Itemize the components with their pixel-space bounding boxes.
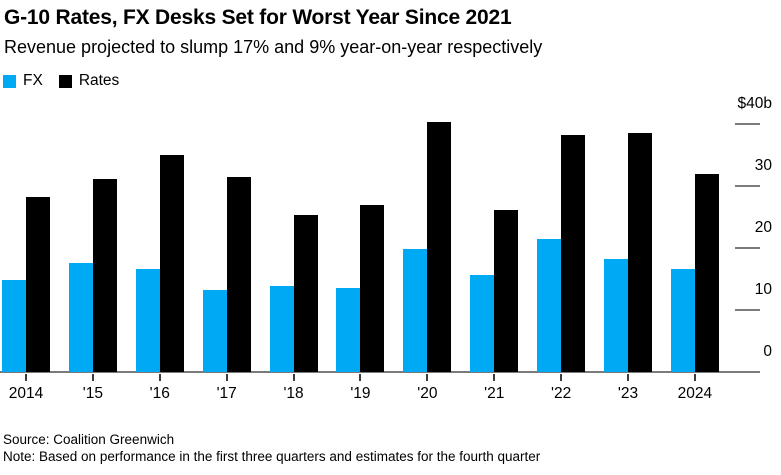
bar-fx-16 bbox=[135, 268, 160, 372]
y-axis-label: 30 bbox=[754, 157, 772, 174]
bar-group-17: '17 bbox=[202, 176, 251, 402]
x-axis-tick bbox=[25, 374, 27, 381]
bar-group-20: '20 bbox=[403, 122, 452, 402]
bar-group-16: '16 bbox=[135, 155, 184, 402]
bar-group-2024: 2024 bbox=[670, 174, 719, 402]
bar-rates-20 bbox=[427, 122, 452, 372]
x-axis-tick bbox=[158, 374, 161, 381]
chart-title: G-10 Rates, FX Desks Set for Worst Year … bbox=[4, 6, 512, 29]
x-axis-label: '17 bbox=[216, 385, 237, 402]
bar-rates-23 bbox=[628, 133, 653, 372]
x-axis-tick bbox=[693, 374, 696, 381]
y-axis-label: 20 bbox=[754, 219, 772, 236]
x-axis-label: '19 bbox=[350, 385, 371, 402]
x-axis-tick bbox=[426, 374, 429, 381]
bar-rates-19 bbox=[360, 204, 385, 372]
bar-rates-22 bbox=[561, 134, 586, 372]
bar-fx-20 bbox=[403, 249, 428, 372]
bar-rates-15 bbox=[92, 179, 117, 372]
bar-fx-18 bbox=[269, 286, 294, 372]
footer: Source: Coalition Greenwich Note: Based … bbox=[3, 432, 540, 465]
x-axis-tick bbox=[560, 374, 563, 381]
source-line: Source: Coalition Greenwich bbox=[3, 432, 175, 447]
legend-swatch-rates bbox=[58, 74, 72, 88]
note-line: Note: Based on performance in the first … bbox=[3, 448, 541, 464]
x-axis-label: '20 bbox=[417, 385, 438, 402]
plot-area: 2014 '15 '16 '17 '18 '19 '20 '21 '22 '23 2024 bbox=[2, 95, 719, 402]
x-axis-label: 2024 bbox=[677, 385, 713, 402]
bar-rates-2024 bbox=[694, 174, 719, 372]
y-axis-tick bbox=[735, 247, 760, 249]
x-axis-line bbox=[0, 371, 760, 373]
x-axis-label: 2014 bbox=[8, 385, 44, 402]
bar-rates-17 bbox=[226, 176, 251, 372]
y-axis-label: 0 bbox=[763, 343, 772, 360]
x-axis-tick bbox=[627, 374, 630, 381]
x-axis-tick bbox=[359, 374, 362, 381]
bar-rates-21 bbox=[494, 210, 519, 372]
x-axis-label: '22 bbox=[551, 385, 572, 402]
legend-label-fx: FX bbox=[23, 72, 43, 89]
bar-chart: 2014 '15 '16 '17 '18 '19 '20 '21 '22 '23 2024 $40b… bbox=[0, 95, 781, 415]
x-axis-tick bbox=[292, 374, 295, 381]
bar-fx-21 bbox=[470, 274, 495, 372]
bar-fx-17 bbox=[202, 290, 227, 372]
y-axis-label: 10 bbox=[754, 281, 772, 298]
bar-fx-15 bbox=[68, 262, 93, 372]
x-axis-tick bbox=[91, 374, 94, 381]
bar-fx-23 bbox=[604, 259, 629, 372]
bar-fx-19 bbox=[336, 287, 361, 372]
bar-fx-2014 bbox=[2, 280, 26, 372]
bar-fx-2024 bbox=[670, 269, 695, 372]
chart-subtitle: Revenue projected to slump 17% and 9% ye… bbox=[4, 37, 543, 57]
y-axis-tick bbox=[735, 185, 760, 187]
bar-group-23: '23 bbox=[604, 133, 653, 402]
bar-group-21: '21 bbox=[470, 210, 519, 402]
bar-fx-22 bbox=[537, 239, 562, 372]
x-axis-label: '21 bbox=[484, 385, 505, 402]
x-axis-label: '18 bbox=[283, 385, 304, 402]
bar-group-15: '15 bbox=[68, 179, 117, 402]
bar-group-22: '22 bbox=[537, 134, 586, 402]
x-axis-label: '16 bbox=[149, 385, 170, 402]
x-axis-tick bbox=[493, 374, 496, 381]
legend-swatch-fx bbox=[3, 74, 16, 88]
y-axis-tick bbox=[735, 309, 760, 311]
legend: FX Rates bbox=[3, 72, 119, 90]
x-axis-label: '23 bbox=[617, 385, 639, 402]
y-axis-tick bbox=[735, 123, 760, 125]
x-axis-label: '15 bbox=[82, 385, 103, 402]
bar-rates-2014 bbox=[26, 197, 50, 372]
bar-rates-18 bbox=[293, 214, 318, 372]
legend-item-rates: Rates bbox=[58, 72, 120, 90]
bar-rates-16 bbox=[159, 155, 184, 372]
bar-group-2014: 2014 bbox=[2, 197, 50, 402]
bar-group-19: '19 bbox=[336, 204, 385, 402]
bar-group-18: '18 bbox=[269, 214, 318, 402]
x-axis-tick bbox=[225, 374, 228, 381]
legend-label-rates: Rates bbox=[78, 72, 120, 89]
legend-item-fx: FX bbox=[3, 72, 43, 90]
y-axis-label: $40b bbox=[737, 95, 772, 112]
